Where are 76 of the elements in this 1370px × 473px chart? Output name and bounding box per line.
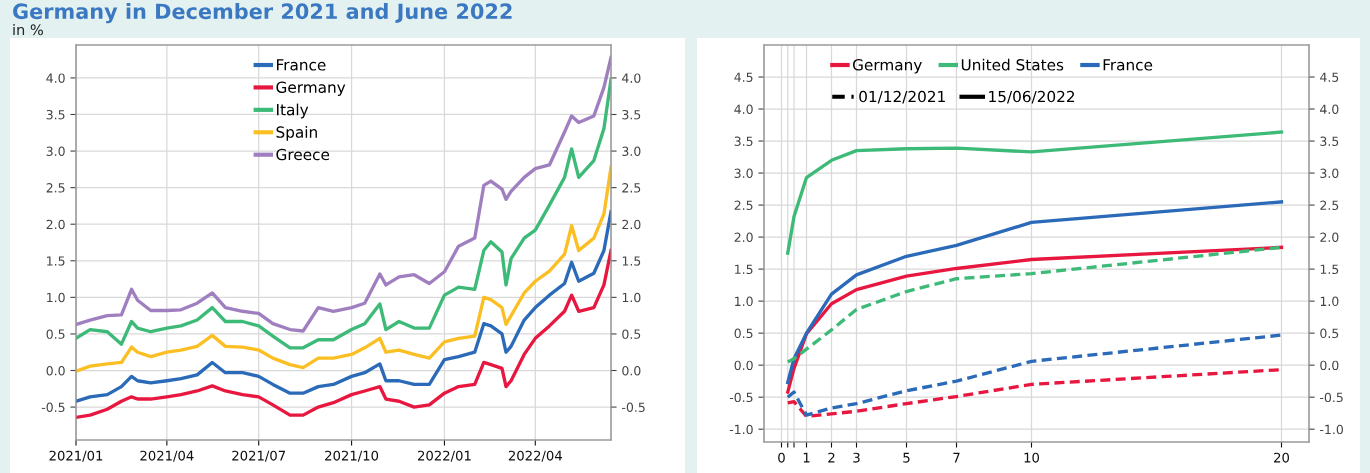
y2-tick-label: 1.5 xyxy=(622,256,641,266)
y-tick-label: 1.0 xyxy=(735,296,753,307)
y2-tick-label: 3.5 xyxy=(622,109,641,120)
y-tick-label: 4.5 xyxy=(734,72,753,82)
y-tick-label: 2.0 xyxy=(46,219,65,230)
x-tick-label: 2022/04 xyxy=(508,450,562,462)
y2-tick-label: 3.0 xyxy=(1320,168,1339,178)
y-tick-label: 4.0 xyxy=(46,73,65,83)
y2-tick-label: 1.5 xyxy=(1320,264,1339,275)
x-tick-label: 2021/04 xyxy=(140,450,194,462)
y-tick-label: 2.5 xyxy=(46,183,65,193)
line-series xyxy=(76,165,611,373)
y-tick-label: 1.5 xyxy=(735,264,753,275)
line-series xyxy=(786,200,1284,385)
y2-tick-label: 3.5 xyxy=(1320,136,1339,146)
y2-tick-label: 1.0 xyxy=(622,292,641,303)
x-tick-label: 5 xyxy=(903,452,910,463)
line-series xyxy=(76,248,611,419)
legend-label: Greece xyxy=(276,148,330,161)
x-tick-label: 2021/07 xyxy=(232,450,285,462)
y-tick-label: 0.0 xyxy=(46,365,65,376)
y2-tick-label: 4.5 xyxy=(1320,72,1339,82)
y2-tick-label: 2.5 xyxy=(622,183,641,193)
x-tick-label: 7 xyxy=(953,452,960,463)
legend-label: Spain xyxy=(276,126,317,141)
x-tick-label: 10 xyxy=(1024,452,1040,463)
x-tick-label: 2 xyxy=(828,452,835,463)
y-tick-label: -0.5 xyxy=(729,392,753,403)
y-tick-label: 3.5 xyxy=(734,136,753,146)
y-tick-label: 4.0 xyxy=(734,104,753,114)
y2-tick-label: 0.5 xyxy=(1320,328,1339,339)
x-tick-label: 3 xyxy=(853,452,860,463)
y2-tick-label: 0.0 xyxy=(622,365,641,376)
legend-label: Italy xyxy=(277,103,309,119)
y2-tick-label: 3.0 xyxy=(622,146,641,156)
y2-tick-label: 2.0 xyxy=(622,219,641,230)
legend-label: Germany xyxy=(276,81,346,96)
y-tick-label: 3.0 xyxy=(46,146,65,156)
legend-label: United States xyxy=(961,58,1064,71)
chart-title: Germany in December 2021 and June 2022 xyxy=(13,3,512,24)
y2-tick-label: -0.5 xyxy=(1320,392,1343,403)
legend-label: France xyxy=(1103,59,1153,71)
y-tick-label: 2.5 xyxy=(734,200,753,211)
y-tick-label: -1.0 xyxy=(729,424,753,435)
y2-tick-label: 4.0 xyxy=(622,73,641,83)
x-tick-label: 2022/01 xyxy=(418,450,471,462)
chart-subtitle: in % xyxy=(13,24,43,36)
y2-tick-label: 2.5 xyxy=(1320,200,1339,211)
y-tick-label: 2.0 xyxy=(734,232,753,243)
x-tick-label: 2021/01 xyxy=(49,450,103,462)
y-tick-label: 1.0 xyxy=(47,292,65,303)
y-tick-label: 0.5 xyxy=(46,329,65,339)
x-tick-label: 20 xyxy=(1274,452,1290,463)
y-tick-label: 1.5 xyxy=(47,256,65,266)
annotation: 15/06/2022 xyxy=(989,90,1075,104)
legend-label: Germany xyxy=(852,59,922,74)
line-series xyxy=(786,130,1284,255)
x-tick-label: 0 xyxy=(778,452,785,463)
y-tick-label: 3.5 xyxy=(46,109,65,120)
line-series xyxy=(76,210,611,403)
x-tick-label: 2021/10 xyxy=(325,450,379,462)
y2-tick-label: 2.0 xyxy=(1320,232,1339,243)
legend-label: France xyxy=(277,59,326,71)
y2-tick-label: -1.0 xyxy=(1320,424,1343,435)
y-tick-label: 0.5 xyxy=(734,328,753,339)
y-tick-label: 3.0 xyxy=(734,168,753,178)
y2-tick-label: -0.5 xyxy=(622,402,645,413)
y2-tick-label: 0.5 xyxy=(622,329,641,339)
line-series xyxy=(786,245,1284,394)
x-tick-label: 1 xyxy=(803,452,810,463)
annotation: 01/12/2021 xyxy=(859,90,945,104)
y2-tick-label: 1.0 xyxy=(1320,296,1339,307)
y-tick-label: -0.5 xyxy=(41,402,65,413)
y2-tick-label: 0.0 xyxy=(1320,360,1339,371)
y-tick-label: 0.0 xyxy=(734,360,753,371)
y2-tick-label: 4.0 xyxy=(1320,104,1339,114)
